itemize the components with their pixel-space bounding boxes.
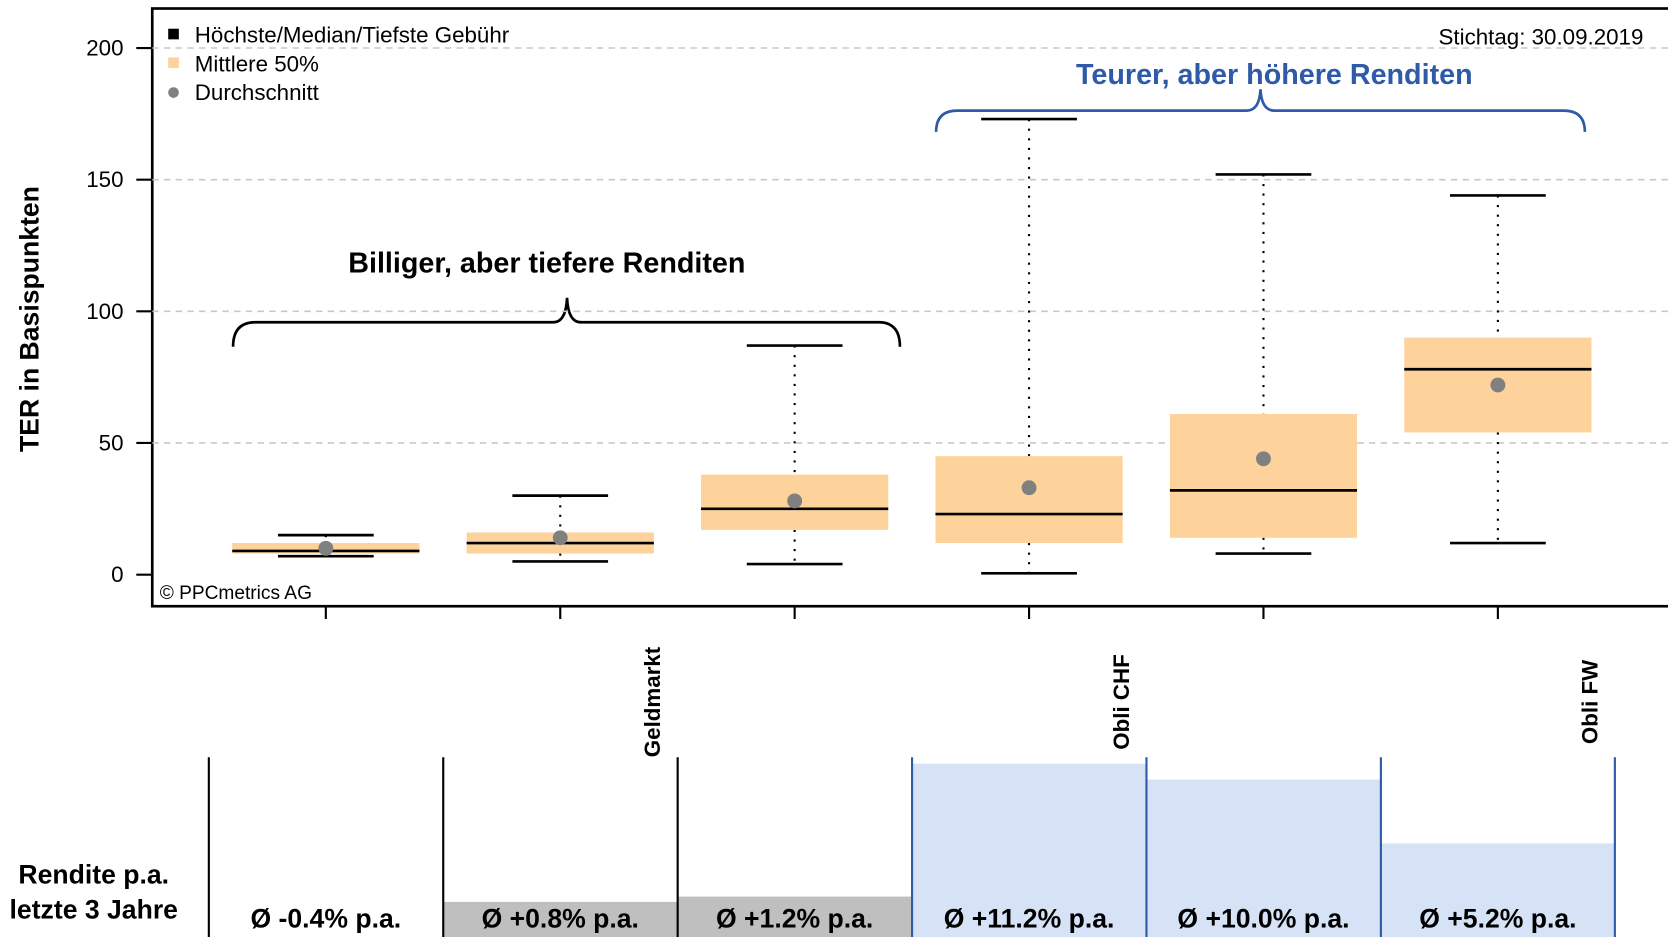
legend-marker	[168, 87, 179, 98]
copyright: © PPCmetrics AG	[160, 583, 312, 604]
date-note: Stichtag: 30.09.2019	[1439, 25, 1644, 50]
box	[1169, 414, 1358, 538]
legend-label: Durchschnitt	[195, 80, 320, 105]
box	[935, 456, 1123, 544]
mean	[1256, 451, 1271, 467]
y-tick-label: 100	[86, 299, 123, 324]
return-label: Ø +11.2% p.a.	[944, 903, 1115, 933]
mean	[787, 493, 803, 509]
return-bar	[1380, 843, 1615, 937]
return-bar	[208, 912, 443, 937]
return-bar	[677, 896, 912, 937]
annotation: Teurer, aber höhere Renditen	[1076, 59, 1473, 91]
mean	[318, 540, 334, 556]
returns-label: Rendite p.a. letzte 3 Jahre	[10, 859, 178, 924]
bracket-expensive	[934, 89, 1587, 132]
y-axis-label: TER in Basispunkten	[14, 186, 44, 452]
x-tick-label: Obli FW	[1578, 659, 1603, 744]
return-label: Ø -0.4% p.a.	[250, 903, 401, 933]
return-label: Ø +1.2% p.a.	[716, 903, 873, 933]
legend-marker	[168, 28, 179, 40]
return-bar	[443, 901, 678, 937]
legend-label: Höchste/Median/Tiefste Gebühr	[195, 23, 510, 48]
plot-frame	[150, 7, 1668, 608]
return-label: Ø +5.2% p.a.	[1419, 903, 1576, 933]
x-tick-label: Geldmarkt	[640, 646, 665, 757]
return-label: Ø +0.8% p.a.	[482, 903, 639, 933]
y-tick-label: 200	[86, 35, 123, 60]
return-label: Ø +10.0% p.a.	[1177, 903, 1349, 933]
y-tick-label: 150	[86, 167, 123, 192]
return-bar	[912, 763, 1147, 937]
return-bar	[1146, 779, 1381, 937]
x-tick-label: Obli CHF	[1109, 654, 1134, 750]
legend-label: Mittlere 50%	[195, 51, 319, 76]
annotation: Billiger, aber tiefere Renditen	[348, 247, 745, 279]
legend-marker	[168, 57, 179, 69]
mean	[552, 530, 568, 546]
mean	[1490, 377, 1506, 393]
y-tick-label: 0	[111, 562, 123, 587]
bracket-cheap	[231, 297, 902, 347]
y-tick-label: 50	[99, 430, 124, 455]
mean	[1021, 480, 1037, 496]
